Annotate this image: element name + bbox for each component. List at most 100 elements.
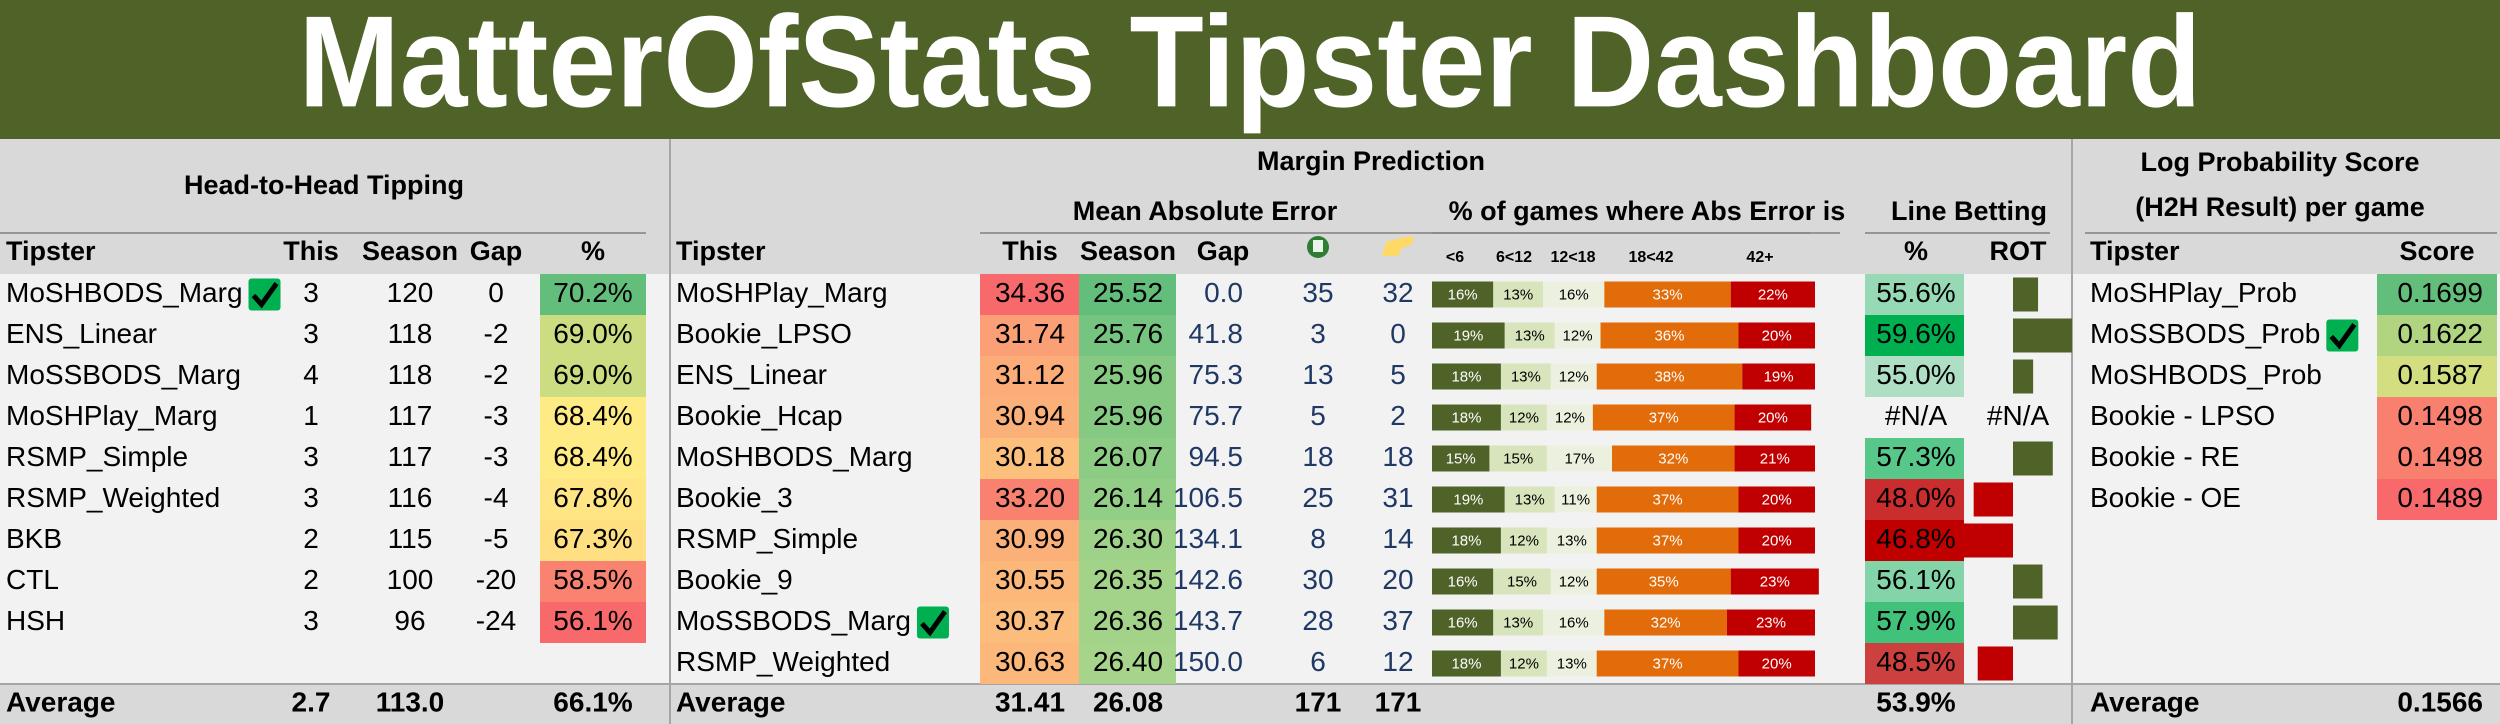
cell: 1 <box>303 400 319 431</box>
cell: 0 <box>1390 318 1406 349</box>
cell: 6 <box>1310 646 1326 677</box>
mae-this-cell <box>980 356 1079 397</box>
tipster-name: RSMP_Weighted <box>676 646 890 677</box>
cell: 26.07 <box>1093 441 1163 472</box>
tipster-name: MoSHPlay_Marg <box>6 400 218 431</box>
dist-label: 15% <box>1446 450 1476 467</box>
dist-label: 20% <box>1762 532 1792 549</box>
dist-segment <box>1734 445 1815 472</box>
cell: 0.1699 <box>2397 277 2483 308</box>
tipster-name: BKB <box>6 523 62 554</box>
dist-label: 32% <box>1651 614 1681 631</box>
dist-label: 13% <box>1557 655 1587 672</box>
cell: #N/A <box>1885 400 1948 431</box>
cell: 4 <box>303 359 319 390</box>
dist-label: 18% <box>1451 655 1481 672</box>
cell: 5 <box>1310 400 1326 431</box>
cell: 30.99 <box>995 523 1065 554</box>
dashboard-title: MatterOfStats Tipster Dashboard <box>299 0 2202 134</box>
section-title: Head-to-Head Tipping <box>184 170 464 200</box>
cell: 18 <box>1382 441 1413 472</box>
dist-segment <box>1546 527 1597 554</box>
mae-this-cell <box>980 561 1079 602</box>
dist-label: 20% <box>1762 491 1792 508</box>
dist-label: 37% <box>1653 491 1683 508</box>
dist-segment <box>1738 486 1815 513</box>
tipster-name: MoSHPlay_Prob <box>2090 277 2297 308</box>
dist-segment <box>1604 281 1731 308</box>
line-pct-cell <box>1865 274 1964 315</box>
average-cell: 53.9% <box>1876 686 1955 717</box>
group-title: Mean Absolute Error <box>1073 196 1338 226</box>
cell: 30.63 <box>995 646 1065 677</box>
dist-label: 35% <box>1649 573 1679 590</box>
cell: 2 <box>1390 400 1406 431</box>
dist-segment <box>1432 486 1505 513</box>
dist-label: 22% <box>1758 286 1788 303</box>
cell: 0.1489 <box>2397 482 2483 513</box>
mae-this-cell <box>980 315 1079 356</box>
dist-label: 15% <box>1503 450 1533 467</box>
rot-bar <box>2013 441 2053 476</box>
tipster-name: RSMP_Simple <box>676 523 858 554</box>
cell: 18 <box>1302 441 1333 472</box>
dist-label: 33% <box>1653 286 1683 303</box>
cell: 134.1 <box>1173 523 1243 554</box>
cell: 30 <box>1302 564 1333 595</box>
cell: 142.6 <box>1173 564 1243 595</box>
score-cell <box>2377 356 2497 397</box>
dist-label: 37% <box>1653 655 1683 672</box>
cell: 118 <box>388 359 433 390</box>
cell: 58.5% <box>553 564 632 595</box>
body-band <box>0 274 2500 684</box>
cell: 2 <box>303 523 319 554</box>
dist-label: 19% <box>1453 327 1483 344</box>
tipster-name: ENS_Linear <box>6 318 157 349</box>
dist-segment <box>1742 363 1815 390</box>
average-cell: 2.7 <box>292 686 331 717</box>
dist-label: 16% <box>1559 614 1589 631</box>
mae-season-cell <box>1079 356 1176 397</box>
column-header: Tipster <box>6 236 96 266</box>
dist-segment <box>1596 486 1739 513</box>
cell: 12 <box>1382 646 1413 677</box>
average-label: Average <box>6 686 115 717</box>
column-header: Tipster <box>676 236 766 266</box>
dist-segment <box>1592 404 1735 431</box>
dist-segment <box>1432 281 1494 308</box>
cell: 57.9% <box>1876 605 1955 636</box>
mae-this-cell <box>980 643 1079 684</box>
cell: -5 <box>484 523 509 554</box>
tipster-name: MoSSBODS_Marg <box>676 605 911 636</box>
mae-this-cell <box>980 397 1079 438</box>
check-mark <box>920 610 948 637</box>
cell: 0 <box>488 277 504 308</box>
tipster-name: Bookie - RE <box>2090 441 2239 472</box>
cell: 31.12 <box>995 359 1065 390</box>
cell: 57.3% <box>1876 441 1955 472</box>
mae-season-cell <box>1079 397 1176 438</box>
pct-cell <box>540 397 646 438</box>
dist-label: 12% <box>1563 327 1593 344</box>
line-pct-cell <box>1865 602 1964 643</box>
cell: 41.8 <box>1189 318 1244 349</box>
dist-segment <box>1730 568 1819 595</box>
cell: 55.6% <box>1876 277 1955 308</box>
cell: -2 <box>484 359 509 390</box>
average-cell: 31.41 <box>995 686 1065 717</box>
dist-label: 13% <box>1503 286 1533 303</box>
cell: 100 <box>387 564 434 595</box>
average-band <box>0 684 2500 724</box>
cell: 94.5 <box>1189 441 1244 472</box>
dist-label: 13% <box>1515 491 1545 508</box>
dist-segment <box>1734 404 1812 431</box>
pct-cell <box>540 520 646 561</box>
cell: -20 <box>476 564 516 595</box>
cell: 3 <box>1310 318 1326 349</box>
dist-label: 13% <box>1515 327 1545 344</box>
dist-label: 21% <box>1760 450 1790 467</box>
tipster-name: Bookie_LPSO <box>676 318 852 349</box>
cell: 25.76 <box>1093 318 1163 349</box>
tipster-name: HSH <box>6 605 65 636</box>
cell: 31 <box>1382 482 1413 513</box>
